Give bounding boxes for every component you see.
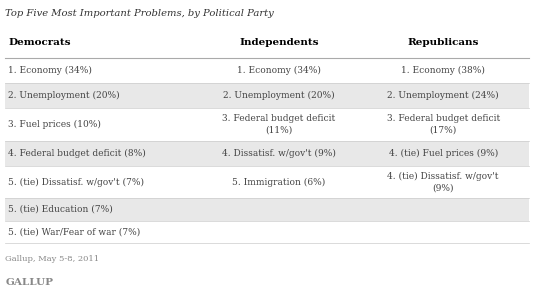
Text: GALLUP: GALLUP — [5, 278, 53, 287]
Text: Independents: Independents — [239, 38, 319, 47]
Text: 1. Economy (34%): 1. Economy (34%) — [237, 66, 321, 75]
Bar — [5, 83, 529, 108]
Text: 4. (tie) Fuel prices (9%): 4. (tie) Fuel prices (9%) — [389, 149, 498, 158]
Text: 1. Economy (34%): 1. Economy (34%) — [8, 66, 92, 75]
Text: 2. Unemployment (20%): 2. Unemployment (20%) — [8, 91, 120, 100]
Text: 1. Economy (38%): 1. Economy (38%) — [401, 66, 485, 75]
Bar — [5, 141, 529, 166]
Text: 4. Federal budget deficit (8%): 4. Federal budget deficit (8%) — [8, 149, 146, 158]
Text: Top Five Most Important Problems, by Political Party: Top Five Most Important Problems, by Pol… — [5, 9, 274, 18]
Text: Republicans: Republicans — [407, 38, 479, 47]
Text: Gallup, May 5-8, 2011: Gallup, May 5-8, 2011 — [5, 255, 99, 263]
Text: 5. (tie) War/Fear of war (7%): 5. (tie) War/Fear of war (7%) — [8, 227, 140, 236]
Text: 5. Immigration (6%): 5. Immigration (6%) — [232, 178, 326, 186]
Text: 2. Unemployment (20%): 2. Unemployment (20%) — [223, 91, 335, 100]
Text: 5. (tie) Education (7%): 5. (tie) Education (7%) — [8, 205, 113, 214]
Text: 4. Dissatisf. w/gov't (9%): 4. Dissatisf. w/gov't (9%) — [222, 149, 336, 158]
Text: 3. Federal budget deficit
(11%): 3. Federal budget deficit (11%) — [222, 114, 336, 134]
Text: Democrats: Democrats — [8, 38, 70, 47]
Text: 4. (tie) Dissatisf. w/gov't
(9%): 4. (tie) Dissatisf. w/gov't (9%) — [388, 172, 499, 192]
Text: 5. (tie) Dissatisf. w/gov't (7%): 5. (tie) Dissatisf. w/gov't (7%) — [8, 178, 144, 186]
Text: 2. Unemployment (24%): 2. Unemployment (24%) — [387, 91, 499, 100]
Bar — [5, 198, 529, 221]
Text: 3. Fuel prices (10%): 3. Fuel prices (10%) — [8, 120, 101, 129]
Text: 3. Federal budget deficit
(17%): 3. Federal budget deficit (17%) — [387, 114, 500, 134]
